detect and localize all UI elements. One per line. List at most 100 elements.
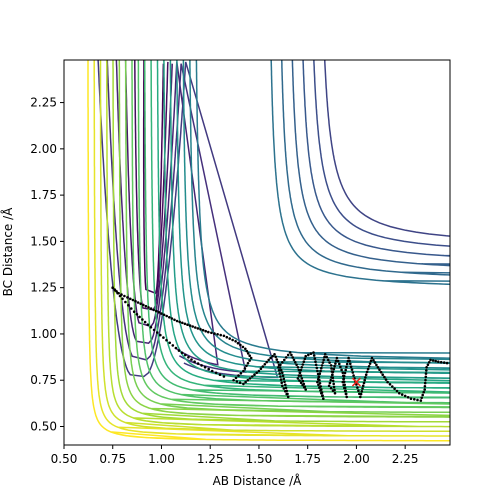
trajectory-point — [283, 380, 286, 384]
y-axis: 0.50 0.75 1.00 1.25 1.50 1.75 2.00 2.25 — [30, 96, 64, 433]
trajectory-point — [234, 376, 238, 380]
trajectory-point — [319, 389, 322, 392]
trajectory-point — [348, 359, 351, 363]
trajectory-point — [123, 294, 126, 298]
trajectory-point — [329, 386, 333, 390]
trajectory-point — [364, 376, 367, 379]
trajectory-point — [281, 371, 284, 375]
trajectory-point — [228, 337, 231, 340]
trajectory-point — [307, 353, 310, 357]
y-tick-label: 2.00 — [30, 142, 57, 156]
trajectory-point — [424, 375, 428, 379]
trajectory-point — [231, 338, 234, 342]
trajectory-point — [242, 369, 245, 373]
trajectory-point — [210, 331, 213, 335]
trajectory-point — [149, 307, 153, 310]
trajectory-point — [302, 386, 306, 389]
trajectory-point — [434, 359, 438, 363]
y-tick-label: 2.25 — [30, 96, 57, 110]
trajectory-point — [170, 317, 174, 320]
trajectory-point — [423, 385, 427, 388]
trajectory-point — [280, 381, 284, 385]
trajectory-point — [136, 301, 140, 304]
trajectory-point — [204, 329, 207, 333]
trajectory-point — [244, 380, 247, 384]
trajectory-point — [292, 358, 296, 362]
trajectory-point — [301, 383, 304, 387]
trajectory-point — [186, 323, 189, 327]
trajectory-point — [194, 326, 197, 329]
trajectory-point — [183, 322, 187, 326]
trajectory-point — [118, 294, 122, 298]
trajectory-point — [345, 395, 349, 399]
trajectory-point — [157, 311, 161, 314]
trajectory-point — [391, 385, 394, 388]
trajectory-point — [369, 359, 373, 363]
trajectory-point — [279, 375, 282, 378]
trajectory-point — [187, 356, 190, 359]
trajectory-point — [370, 356, 374, 360]
trajectory-point — [333, 391, 337, 395]
trajectory-point — [253, 373, 256, 377]
trajectory-point — [378, 368, 381, 372]
x-tick-label: 1.00 — [148, 452, 175, 466]
trajectory-point — [165, 314, 168, 318]
trajectory-point — [329, 364, 333, 367]
trajectory-point — [312, 354, 316, 357]
trajectory-point — [413, 398, 416, 401]
trajectory-point — [129, 297, 132, 301]
trajectory-point — [261, 365, 265, 368]
trajectory-point — [279, 368, 283, 372]
trajectory-point — [281, 361, 284, 364]
trajectory-point — [279, 363, 282, 367]
trajectory-point — [160, 312, 163, 315]
trajectory-point — [282, 377, 286, 381]
trajectory-point — [111, 286, 114, 290]
contour-line — [87, 60, 450, 442]
trajectory-point — [139, 302, 142, 306]
trajectory-point — [376, 366, 380, 369]
trajectory-point — [246, 352, 250, 355]
x-tick-label: 1.75 — [294, 452, 321, 466]
trajectory-point — [218, 373, 222, 377]
trajectory-point — [259, 367, 263, 371]
trajectory-point — [416, 398, 419, 402]
contour-line — [112, 60, 450, 423]
trajectory-point — [298, 371, 302, 375]
contour-line — [99, 60, 450, 433]
trajectory-point — [269, 356, 272, 360]
trajectory-point — [265, 360, 269, 364]
trajectory-point — [124, 300, 127, 304]
trajectory-point — [329, 378, 333, 382]
trajectory-point — [188, 324, 192, 327]
trajectory-point — [316, 380, 319, 384]
trajectory-point — [234, 340, 237, 343]
trajectory-point — [303, 357, 307, 361]
trajectory-point — [291, 356, 295, 359]
trajectory-point — [349, 365, 353, 369]
trajectory-point — [171, 344, 175, 347]
trajectory-point — [331, 389, 335, 393]
trajectory-point — [301, 379, 305, 383]
trajectory-point — [409, 397, 413, 401]
contour-line — [118, 60, 450, 418]
trajectory-point — [239, 343, 242, 347]
trajectory-point — [360, 390, 364, 393]
trajectory-point — [321, 394, 324, 398]
trajectory-point — [304, 388, 308, 391]
trajectory-point — [424, 372, 428, 375]
trajectory-point — [255, 371, 258, 375]
trajectory-point — [281, 384, 284, 388]
trajectory-point — [361, 387, 364, 390]
trajectory-point — [146, 323, 150, 327]
trajectory-point — [134, 299, 137, 303]
trajectory-point — [316, 378, 320, 381]
trajectory-point — [277, 369, 281, 372]
trajectory-point — [295, 363, 298, 367]
trajectory-point — [379, 370, 383, 374]
trajectory-point — [395, 389, 399, 393]
trajectory-point — [174, 346, 178, 350]
trajectory-point — [246, 361, 250, 365]
